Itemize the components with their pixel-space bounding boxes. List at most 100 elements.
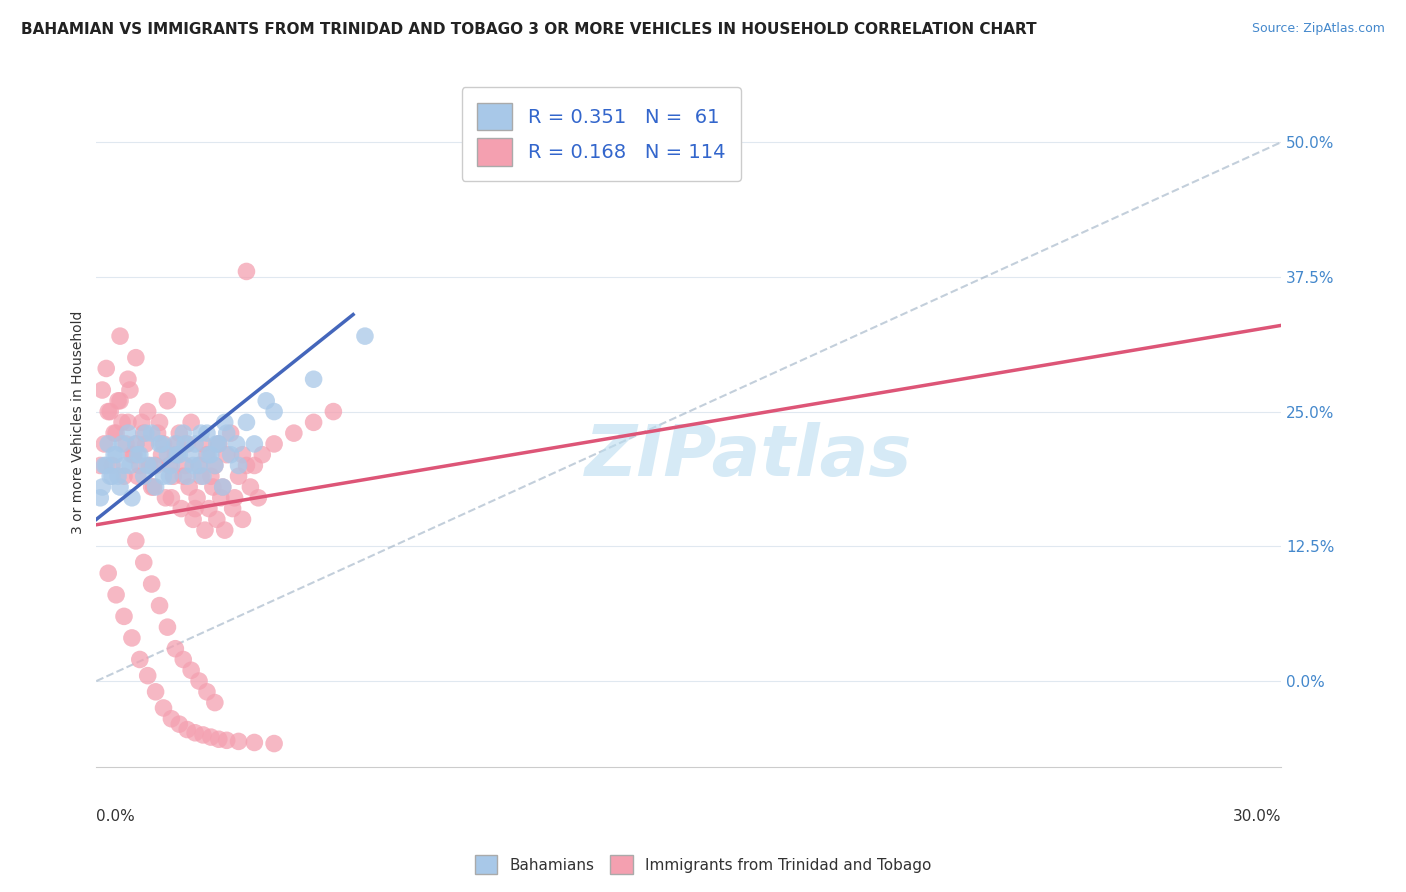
Point	[166, 448, 188, 462]
Point	[243, 735, 266, 749]
Point	[302, 415, 325, 429]
Point	[136, 404, 159, 418]
Point	[172, 469, 194, 483]
Point	[225, 437, 247, 451]
Point	[201, 480, 224, 494]
Point	[131, 415, 153, 429]
Point	[208, 437, 231, 451]
Point	[172, 426, 194, 441]
Point	[205, 437, 228, 451]
Point	[200, 469, 222, 483]
Point	[191, 728, 214, 742]
Point	[180, 663, 202, 677]
Point	[169, 426, 191, 441]
Point	[148, 415, 170, 429]
Point	[162, 469, 184, 483]
Point	[174, 437, 197, 451]
Point	[228, 469, 250, 483]
Point	[221, 501, 243, 516]
Point	[184, 726, 207, 740]
Point	[228, 458, 250, 473]
Point	[219, 426, 242, 441]
Point	[138, 458, 160, 473]
Point	[101, 458, 124, 473]
Point	[283, 426, 305, 441]
Point	[152, 701, 174, 715]
Point	[243, 437, 266, 451]
Point	[105, 426, 128, 441]
Point	[215, 733, 238, 747]
Point	[209, 491, 232, 505]
Point	[215, 426, 238, 441]
Point	[148, 599, 170, 613]
Point	[142, 458, 165, 473]
Text: 30.0%: 30.0%	[1233, 809, 1281, 823]
Point	[243, 458, 266, 473]
Point	[91, 480, 114, 494]
Point	[141, 577, 163, 591]
Point	[263, 437, 285, 451]
Point	[235, 458, 257, 473]
Point	[105, 448, 128, 462]
Point	[170, 501, 193, 516]
Point	[191, 469, 214, 483]
Point	[180, 415, 202, 429]
Point	[165, 641, 187, 656]
Point	[132, 469, 155, 483]
Point	[125, 533, 148, 548]
Point	[125, 351, 148, 365]
Point	[117, 426, 139, 441]
Point	[150, 448, 173, 462]
Point	[98, 404, 121, 418]
Point	[122, 448, 145, 462]
Point	[108, 393, 131, 408]
Point	[204, 458, 226, 473]
Point	[188, 458, 211, 473]
Point	[184, 501, 207, 516]
Point	[208, 732, 231, 747]
Point	[354, 329, 377, 343]
Point	[322, 404, 344, 418]
Point	[188, 673, 211, 688]
Point	[125, 437, 148, 451]
Point	[228, 734, 250, 748]
Point	[98, 469, 121, 483]
Point	[108, 480, 131, 494]
Point	[188, 458, 211, 473]
Point	[127, 448, 149, 462]
Point	[231, 512, 253, 526]
Point	[111, 437, 134, 451]
Point	[205, 512, 228, 526]
Point	[118, 383, 141, 397]
Point	[132, 426, 155, 441]
Text: Source: ZipAtlas.com: Source: ZipAtlas.com	[1251, 22, 1385, 36]
Point	[172, 652, 194, 666]
Point	[252, 448, 274, 462]
Point	[127, 469, 149, 483]
Point	[152, 437, 174, 451]
Point	[247, 491, 270, 505]
Point	[239, 480, 262, 494]
Point	[121, 448, 143, 462]
Point	[224, 491, 246, 505]
Point	[194, 523, 217, 537]
Point	[211, 480, 233, 494]
Point	[180, 448, 202, 462]
Point	[101, 469, 124, 483]
Point	[159, 458, 181, 473]
Point	[198, 448, 221, 462]
Point	[169, 448, 191, 462]
Point	[148, 437, 170, 451]
Point	[160, 458, 183, 473]
Point	[97, 437, 120, 451]
Text: ZIPatlas: ZIPatlas	[585, 422, 912, 491]
Point	[156, 448, 179, 462]
Point	[136, 668, 159, 682]
Point	[214, 523, 236, 537]
Point	[231, 448, 253, 462]
Point	[125, 437, 148, 451]
Point	[152, 469, 174, 483]
Point	[211, 480, 233, 494]
Point	[142, 480, 165, 494]
Point	[186, 491, 208, 505]
